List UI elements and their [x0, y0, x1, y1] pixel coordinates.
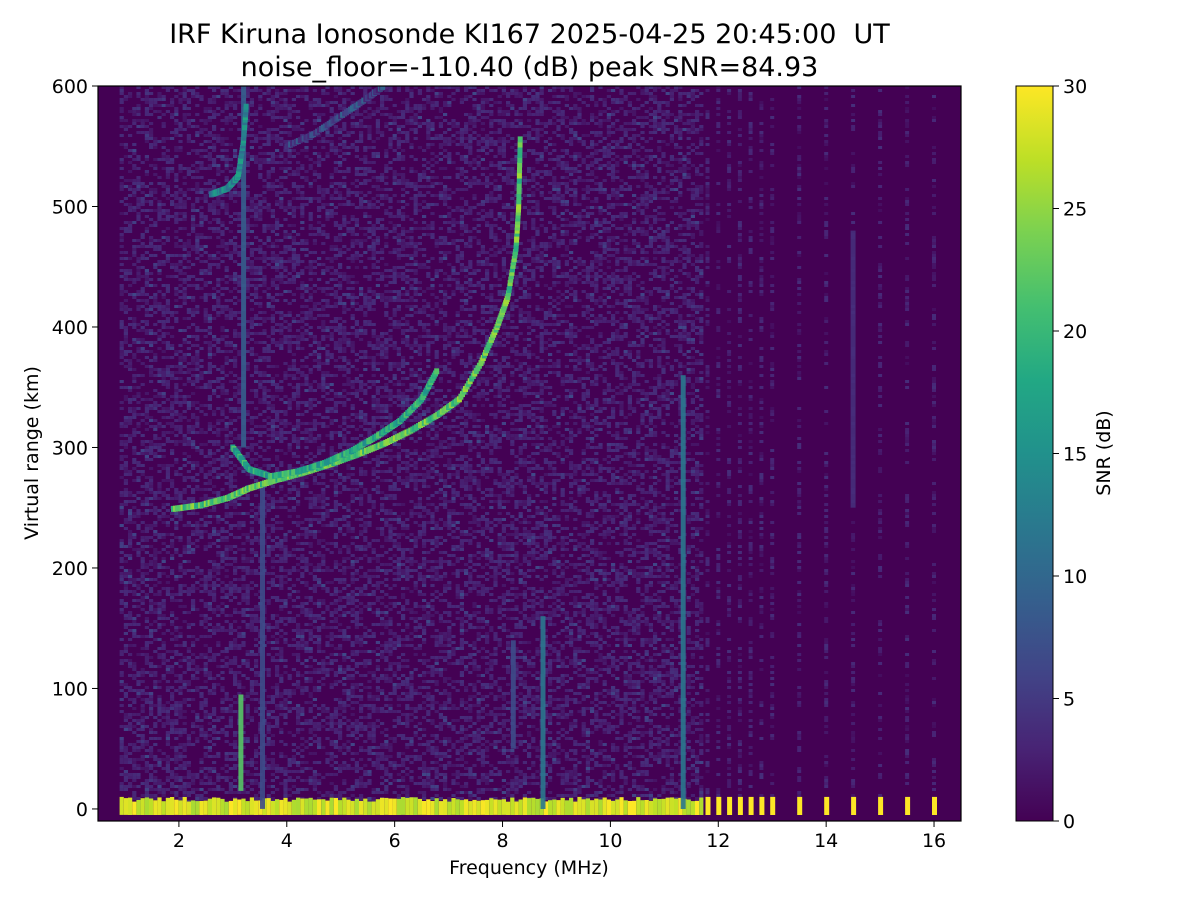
y-tick-label: 300: [52, 437, 88, 459]
colorbar: [1016, 86, 1053, 821]
vertical-streak: [260, 484, 265, 809]
vertical-streak: [681, 375, 686, 809]
x-tick-label: 16: [922, 830, 946, 852]
y-tick-label: 200: [52, 558, 88, 580]
y-tick-label: 400: [52, 317, 88, 339]
x-tick-label: 2: [173, 830, 185, 852]
colorbar-tick-label: 25: [1063, 199, 1087, 221]
vertical-streak: [851, 231, 856, 508]
colorbar-tick-label: 20: [1063, 321, 1087, 343]
colorbar-tick-label: 0: [1063, 811, 1075, 833]
colorbar-label: SNR (dB): [1093, 410, 1115, 495]
colorbar-tick-label: 30: [1063, 76, 1087, 98]
y-tick-label: 0: [76, 799, 88, 821]
colorbar-tick-label: 5: [1063, 689, 1075, 711]
vertical-streak: [541, 616, 546, 809]
x-tick-label: 8: [496, 830, 508, 852]
x-tick-label: 12: [706, 830, 730, 852]
y-axis: 0 100 200 300 400 500 600: [52, 76, 98, 821]
y-axis-label: Virtual range (km): [21, 366, 43, 540]
colorbar-tick-label: 10: [1063, 566, 1087, 588]
y-tick-label: 100: [52, 678, 88, 700]
x-tick-label: 6: [389, 830, 401, 852]
x-axis-label: Frequency (MHz): [449, 857, 609, 879]
colorbar-tick-label: 15: [1063, 444, 1087, 466]
x-tick-label: 4: [281, 830, 293, 852]
x-tick-label: 14: [814, 830, 838, 852]
vertical-streak: [238, 695, 243, 791]
y-tick-label: 500: [52, 196, 88, 218]
x-axis: 2 4 6 8 10 12 14 16: [173, 821, 946, 852]
colorbar-axis: 0 5 10 15 20 25 30: [1053, 76, 1087, 833]
y-tick-label: 600: [52, 76, 88, 98]
vertical-streak: [511, 640, 516, 748]
x-tick-label: 10: [598, 830, 622, 852]
